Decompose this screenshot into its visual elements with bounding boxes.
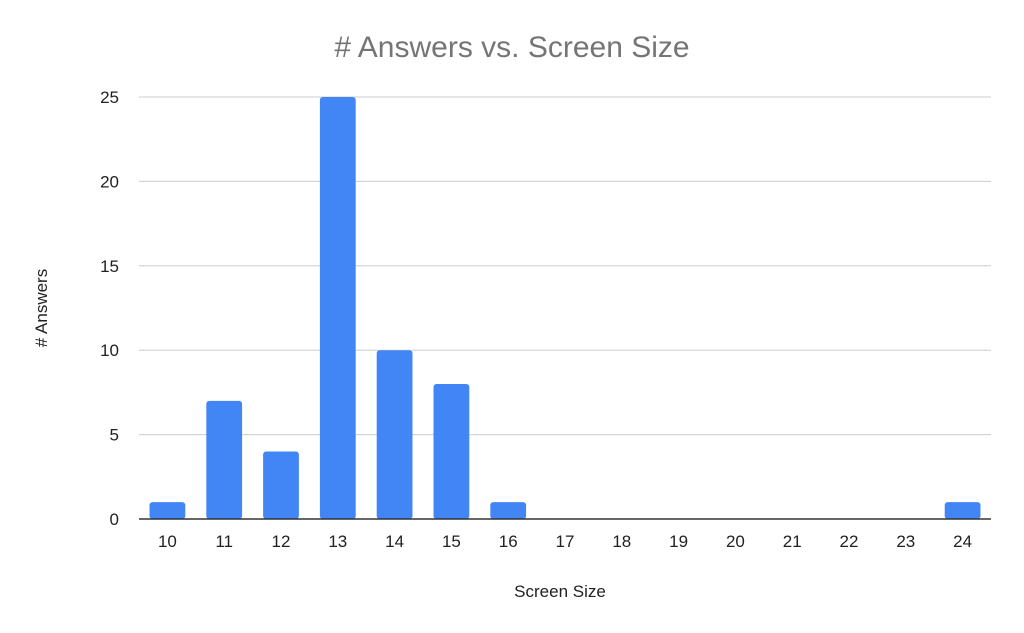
bar [376, 350, 413, 519]
x-tick-label: 19 [669, 532, 688, 551]
x-tick-label: 20 [726, 532, 745, 551]
x-tick-label: 21 [783, 532, 802, 551]
bar [319, 97, 356, 519]
x-tick-label: 15 [442, 532, 461, 551]
x-tick-label: 18 [612, 532, 631, 551]
chart-title: # Answers vs. Screen Size [334, 31, 689, 64]
bar [433, 383, 470, 519]
y-tick-label: 20 [100, 172, 119, 191]
x-tick-label: 22 [840, 532, 859, 551]
x-tick-label: 10 [158, 532, 177, 551]
gridlines [139, 96, 991, 436]
y-tick-label: 10 [100, 341, 119, 360]
x-tick-label: 16 [499, 532, 518, 551]
bar [490, 502, 527, 519]
x-axis-ticks: 10 11 12 13 14 15 16 17 18 19 20 21 22 23 24 [158, 532, 972, 551]
bar [944, 502, 981, 519]
y-tick-label: 0 [110, 510, 119, 529]
x-axis-label: Screen Size [514, 582, 606, 601]
bar [149, 502, 186, 519]
y-axis-label: # Answers [32, 269, 51, 347]
y-tick-label: 15 [100, 257, 119, 276]
y-axis-ticks: 0 5 10 15 20 25 [100, 88, 119, 529]
bar [263, 451, 299, 519]
x-tick-label: 14 [385, 532, 404, 551]
y-tick-label: 5 [110, 426, 119, 445]
x-tick-label: 11 [215, 532, 233, 551]
x-tick-label: 24 [953, 532, 972, 551]
y-tick-label: 25 [100, 88, 119, 107]
x-tick-label: 13 [328, 532, 347, 551]
bars [149, 97, 981, 519]
bar [206, 400, 243, 519]
x-tick-label: 17 [556, 532, 575, 551]
x-tick-label: 23 [896, 532, 915, 551]
x-tick-label: 12 [272, 532, 291, 551]
